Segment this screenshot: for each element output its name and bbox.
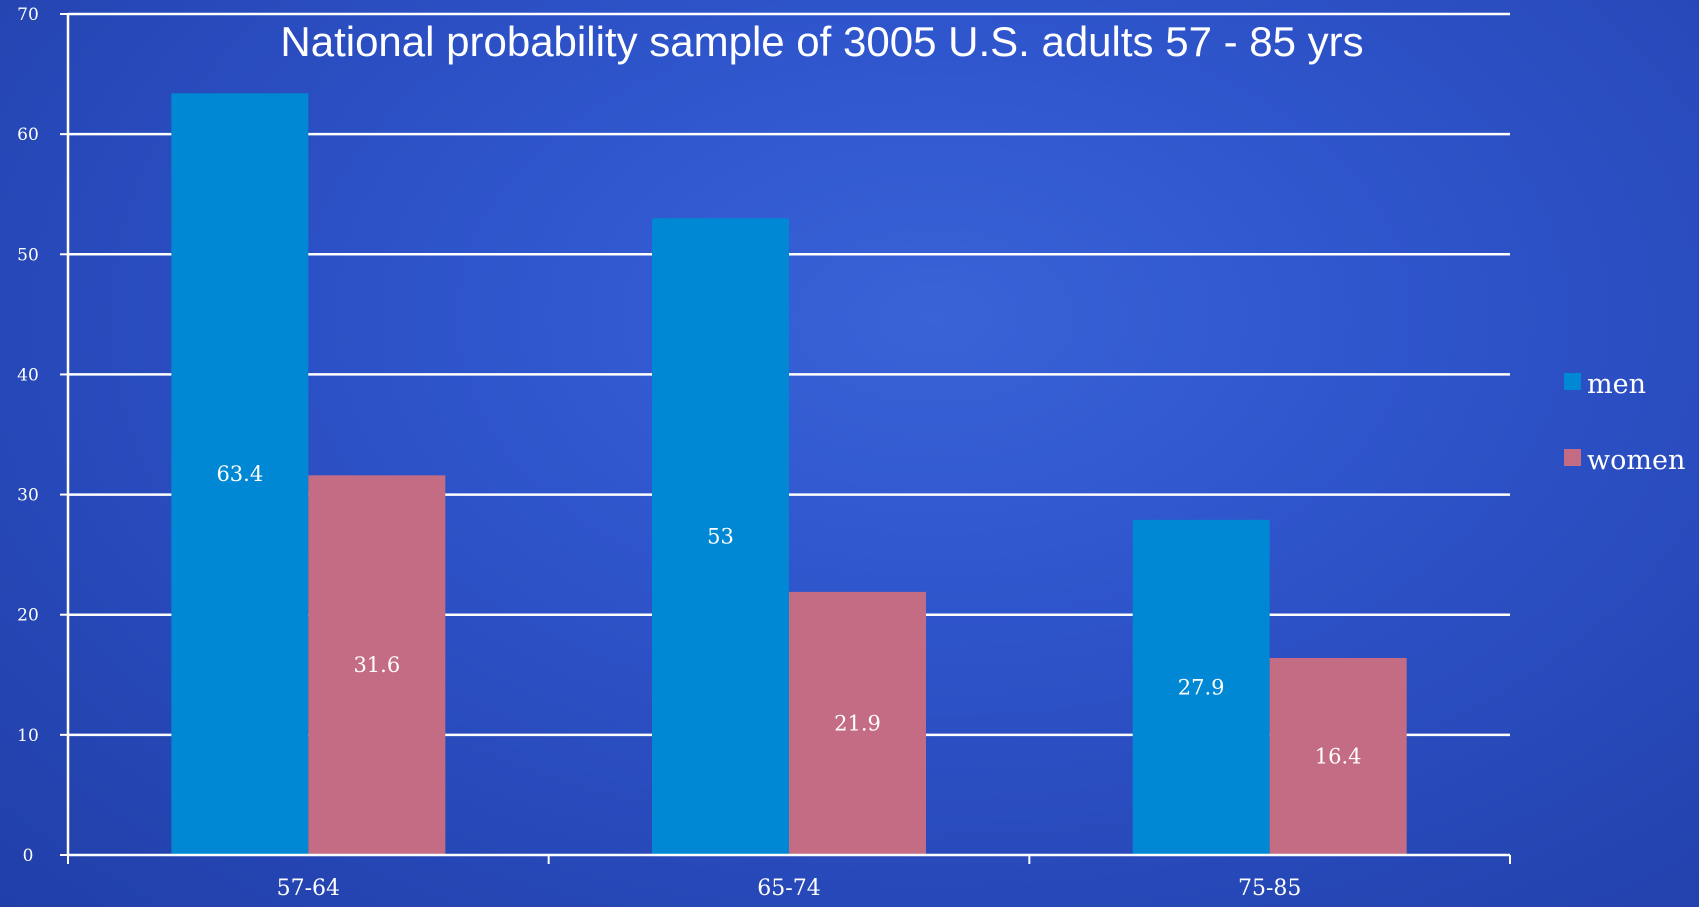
axes: 0 10 20 30 40 50 60 70 57-64 65-74 75-85 (17, 5, 1511, 901)
bar-women-75-85 (1269, 657, 1407, 855)
bar-women-57-64 (308, 475, 446, 855)
x-category-label: 57-64 (277, 876, 340, 901)
data-label-men-65-74: 53 (707, 525, 734, 549)
data-labels: 63.4 31.6 53 21.9 27.9 16.4 (216, 462, 1361, 768)
x-category-label: 75-85 (1238, 876, 1301, 901)
data-label-women-57-64: 31.6 (353, 653, 400, 677)
data-label-men-57-64: 63.4 (216, 462, 263, 486)
y-tick-label: 40 (17, 365, 39, 385)
data-label-women-75-85: 16.4 (1315, 744, 1362, 768)
legend-label-men: men (1587, 369, 1646, 400)
y-tick-label: 10 (17, 726, 39, 746)
legend: men women (1564, 369, 1685, 476)
bar-men-57-64 (171, 93, 309, 855)
bar-men-65-74 (652, 218, 789, 855)
legend-swatch-men (1564, 373, 1581, 390)
x-category-label: 65-74 (757, 876, 820, 901)
y-tick-label: 20 (17, 606, 39, 626)
data-label-men-75-85: 27.9 (1178, 675, 1225, 699)
bars (171, 93, 1407, 855)
bar-women-65-74 (789, 591, 926, 855)
legend-swatch-women (1564, 449, 1581, 466)
y-tick-label: 50 (17, 245, 39, 265)
legend-label-women: women (1587, 445, 1685, 476)
data-label-women-65-74: 21.9 (834, 711, 881, 735)
y-tick-label: 0 (23, 846, 34, 866)
y-tick-label: 70 (17, 5, 39, 25)
y-tick-label: 30 (17, 486, 39, 506)
chart-title: National probability sample of 3005 U.S.… (280, 18, 1363, 65)
bar-men-75-85 (1132, 519, 1270, 855)
y-tick-label: 60 (17, 125, 39, 145)
